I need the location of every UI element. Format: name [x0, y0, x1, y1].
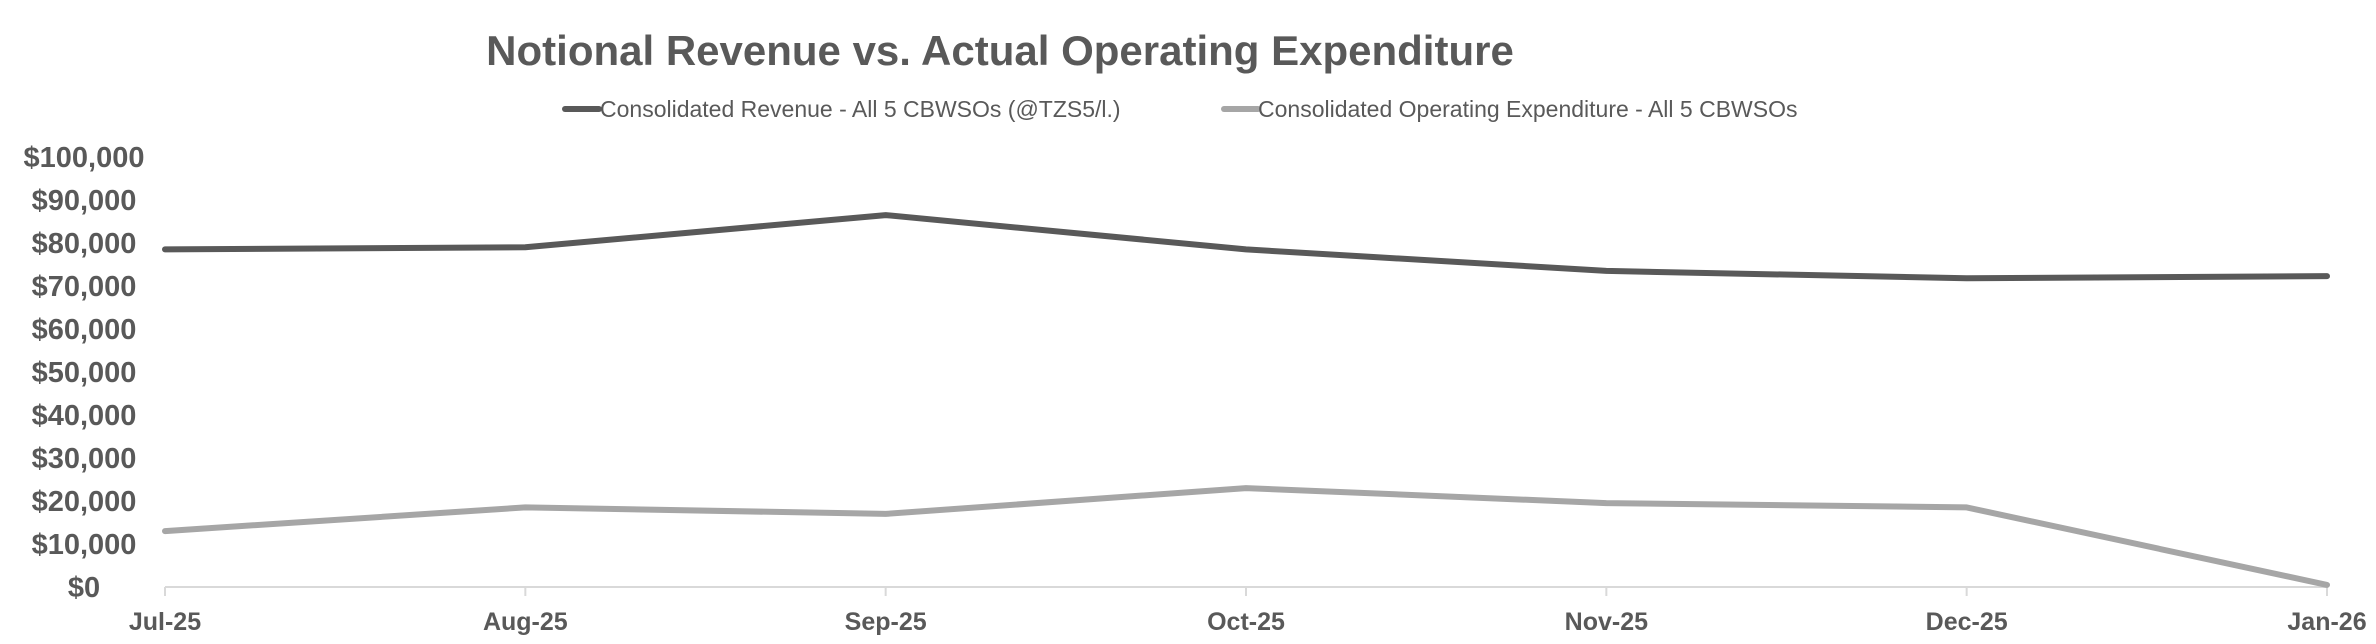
y-tick-label: $60,000 — [32, 314, 137, 346]
x-axis: Jul-25 Aug-25 Sep-25 Oct-25 Nov-25 Dec-25 Jan-… — [129, 586, 2367, 636]
x-tick-label: Jul-25 — [129, 608, 201, 636]
y-tick-label: $90,000 — [32, 185, 137, 217]
y-tick-label: $50,000 — [32, 357, 137, 389]
y-axis: $0 $10,000 $20,000 $30,000 $40,000 $50,000 $60… — [24, 142, 145, 604]
x-tick-label: Aug-25 — [483, 608, 568, 636]
x-tick-label: Jan-26 — [2287, 608, 2366, 636]
y-tick-label: $10,000 — [32, 529, 137, 561]
x-tick-label: Dec-25 — [1926, 608, 2008, 636]
y-tick-label: $20,000 — [32, 486, 137, 518]
x-tick-label: Oct-25 — [1207, 608, 1285, 636]
y-tick-label: $70,000 — [32, 271, 137, 303]
series-layer — [162, 212, 2330, 588]
legend-label-expenditure: Consolidated Operating Expenditure - All… — [1258, 96, 1798, 122]
y-tick-label: $100,000 — [24, 142, 145, 174]
x-tick-label: Sep-25 — [845, 608, 927, 636]
legend: Consolidated Revenue - All 5 CBWSOs (@TZ… — [562, 96, 1798, 122]
y-tick-label: $30,000 — [32, 443, 137, 475]
legend-label-revenue: Consolidated Revenue - All 5 CBWSOs (@TZ… — [600, 96, 1121, 122]
y-tick-label: $40,000 — [32, 400, 137, 432]
y-tick-label: $0 — [68, 572, 100, 604]
expenditure-series-line — [162, 485, 2330, 588]
legend-item-revenue[interactable]: Consolidated Revenue - All 5 CBWSOs (@TZ… — [562, 96, 1121, 122]
x-tick-label: Nov-25 — [1565, 608, 1648, 636]
revenue-series-line — [162, 212, 2330, 282]
chart-title: Notional Revenue vs. Actual Operating Ex… — [486, 27, 1514, 74]
legend-item-expenditure[interactable]: Consolidated Operating Expenditure - All… — [1221, 96, 1798, 122]
y-tick-label: $80,000 — [32, 228, 137, 260]
